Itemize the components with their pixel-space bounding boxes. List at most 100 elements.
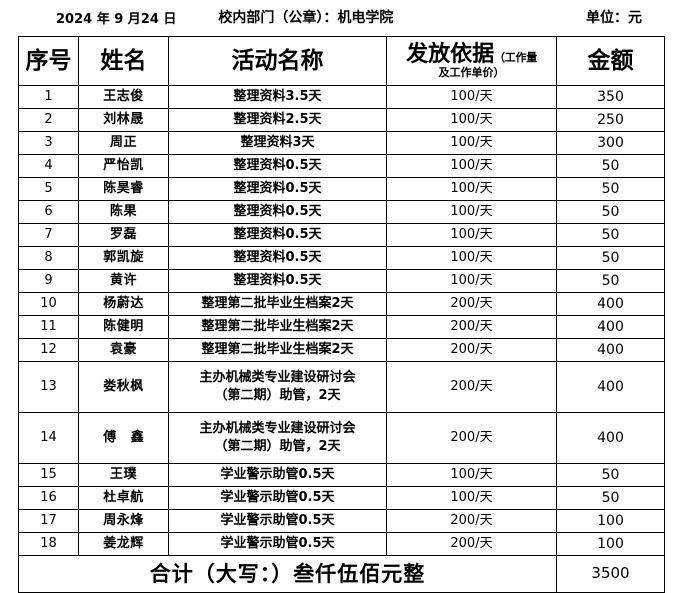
cell-no: 2 xyxy=(18,108,79,132)
table-total-row: 合计（大写：）叁仟伍佰元整 3500 xyxy=(18,555,665,593)
table-row: 10 杨蔚达 整理第二批毕业生档案2天 200/天 400 xyxy=(18,292,665,316)
cell-no: 1 xyxy=(18,85,79,109)
table-header-row: 序号 姓名 活动名称 发放依据（工作量 及工作单价） 金额 xyxy=(18,36,665,86)
cell-no: 15 xyxy=(18,463,79,487)
table-row: 12 袁豪 整理第二批毕业生档案2天 200/天 400 xyxy=(18,338,665,362)
cell-activity-line2: （第二期）助管，2天 xyxy=(214,439,341,454)
cell-activity: 整理资料0.5天 xyxy=(168,154,387,178)
cell-amount: 100 xyxy=(556,509,665,533)
cell-amount: 50 xyxy=(556,200,665,224)
table-row: 7 罗磊 整理资料0.5天 100/天 50 xyxy=(18,223,665,247)
cell-activity-line2: （第二期）助管，2天 xyxy=(214,388,341,403)
column-header-no: 序号 xyxy=(18,36,79,86)
cell-activity: 整理资料2.5天 xyxy=(168,108,387,132)
cell-activity: 整理资料0.5天 xyxy=(168,177,387,201)
cell-activity: 整理第二批毕业生档案2天 xyxy=(168,292,387,316)
column-header-basis-sub2: 及工作单价） xyxy=(438,66,505,80)
cell-no: 18 xyxy=(18,532,79,556)
total-amount: 3500 xyxy=(556,555,665,593)
cell-name: 严怡凯 xyxy=(78,154,169,178)
cell-name: 王璞 xyxy=(78,463,169,487)
column-header-basis-sub1: （工作量 xyxy=(494,51,537,65)
cell-no: 9 xyxy=(18,269,79,293)
cell-name: 郭凯旋 xyxy=(78,246,169,270)
table-row: 17 周永烽 学业警示助管0.5天 200/天 100 xyxy=(18,509,665,533)
cell-amount: 50 xyxy=(556,463,665,487)
cell-basis: 100/天 xyxy=(386,200,557,224)
cell-basis: 200/天 xyxy=(386,292,557,316)
cell-name: 陈健明 xyxy=(78,315,169,339)
cell-basis: 200/天 xyxy=(386,509,557,533)
cell-no: 8 xyxy=(18,246,79,270)
cell-no: 4 xyxy=(18,154,79,178)
cell-activity: 学业警示助管0.5天 xyxy=(168,509,387,533)
cell-activity: 学业警示助管0.5天 xyxy=(168,463,387,487)
cell-no: 6 xyxy=(18,200,79,224)
table-row: 6 陈果 整理资料0.5天 100/天 50 xyxy=(18,200,665,224)
cell-name: 傅 鑫 xyxy=(78,412,169,464)
cell-amount: 350 xyxy=(556,85,665,109)
cell-basis: 100/天 xyxy=(386,85,557,109)
cell-amount: 50 xyxy=(556,154,665,178)
cell-name: 陈昊睿 xyxy=(78,177,169,201)
cell-activity: 整理资料0.5天 xyxy=(168,200,387,224)
cell-amount: 400 xyxy=(556,361,665,413)
cell-amount: 300 xyxy=(556,131,665,155)
cell-amount: 250 xyxy=(556,108,665,132)
cell-name: 刘林晟 xyxy=(78,108,169,132)
cell-basis: 200/天 xyxy=(386,412,557,464)
column-header-activity: 活动名称 xyxy=(168,36,387,86)
cell-no: 11 xyxy=(18,315,79,339)
cell-activity: 整理资料3.5天 xyxy=(168,85,387,109)
column-header-basis-main: 发放依据 xyxy=(406,42,495,68)
cell-name: 罗磊 xyxy=(78,223,169,247)
cell-activity: 学业警示助管0.5天 xyxy=(168,486,387,510)
cell-no: 16 xyxy=(18,486,79,510)
table-row: 2 刘林晟 整理资料2.5天 100/天 250 xyxy=(18,108,665,132)
cell-basis: 100/天 xyxy=(386,463,557,487)
table-row: 5 陈昊睿 整理资料0.5天 100/天 50 xyxy=(18,177,665,201)
cell-no: 12 xyxy=(18,338,79,362)
column-header-basis: 发放依据（工作量 及工作单价） xyxy=(386,36,557,86)
cell-amount: 50 xyxy=(556,177,665,201)
cell-basis: 100/天 xyxy=(386,269,557,293)
total-label: 合计（大写：）叁仟伍佰元整 xyxy=(18,555,557,593)
cell-basis: 100/天 xyxy=(386,177,557,201)
payment-table: 序号 姓名 活动名称 发放依据（工作量 及工作单价） 金额 1 王志俊 整理资料3… xyxy=(18,36,665,593)
table-row: 14 傅 鑫 主办机械类专业建设研讨会 （第二期）助管，2天 200/天 400 xyxy=(18,412,665,464)
cell-amount: 50 xyxy=(556,223,665,247)
column-header-amount: 金额 xyxy=(556,36,665,86)
cell-activity: 整理第二批毕业生档案2天 xyxy=(168,338,387,362)
cell-activity: 整理第二批毕业生档案2天 xyxy=(168,315,387,339)
cell-activity: 主办机械类专业建设研讨会 （第二期）助管，2天 xyxy=(168,361,387,413)
cell-amount: 400 xyxy=(556,315,665,339)
table-row: 18 姜龙辉 学业警示助管0.5天 200/天 100 xyxy=(18,532,665,556)
cell-activity: 整理资料0.5天 xyxy=(168,269,387,293)
cell-no: 13 xyxy=(18,361,79,413)
cell-activity-line1: 主办机械类专业建设研讨会 xyxy=(199,421,356,437)
cell-name: 陈果 xyxy=(78,200,169,224)
form-currency-unit: 单位：元 xyxy=(586,10,642,26)
cell-name: 姜龙辉 xyxy=(78,532,169,556)
form-date: 2024 年 9 月24 日 xyxy=(56,11,177,27)
cell-amount: 400 xyxy=(556,412,665,464)
expense-form-sheet: 2024 年 9 月24 日 校内部门（公章）：机电学院 单位：元 序号 姓名 … xyxy=(18,10,665,593)
cell-no: 14 xyxy=(18,412,79,464)
table-row: 11 陈健明 整理第二批毕业生档案2天 200/天 400 xyxy=(18,315,665,339)
cell-amount: 50 xyxy=(556,486,665,510)
cell-amount: 400 xyxy=(556,292,665,316)
cell-activity: 主办机械类专业建设研讨会 （第二期）助管，2天 xyxy=(168,412,387,464)
cell-amount: 50 xyxy=(556,246,665,270)
cell-name: 杨蔚达 xyxy=(78,292,169,316)
cell-no: 5 xyxy=(18,177,79,201)
cell-basis: 100/天 xyxy=(386,246,557,270)
cell-no: 10 xyxy=(18,292,79,316)
table-row: 3 周正 整理资料3天 100/天 300 xyxy=(18,131,665,155)
cell-basis: 200/天 xyxy=(386,361,557,413)
cell-name: 娄秋枫 xyxy=(78,361,169,413)
cell-name: 周永烽 xyxy=(78,509,169,533)
cell-basis: 100/天 xyxy=(386,486,557,510)
table-row: 13 娄秋枫 主办机械类专业建设研讨会 （第二期）助管，2天 200/天 400 xyxy=(18,361,665,413)
cell-activity-line1: 主办机械类专业建设研讨会 xyxy=(199,370,356,386)
cell-basis: 100/天 xyxy=(386,154,557,178)
